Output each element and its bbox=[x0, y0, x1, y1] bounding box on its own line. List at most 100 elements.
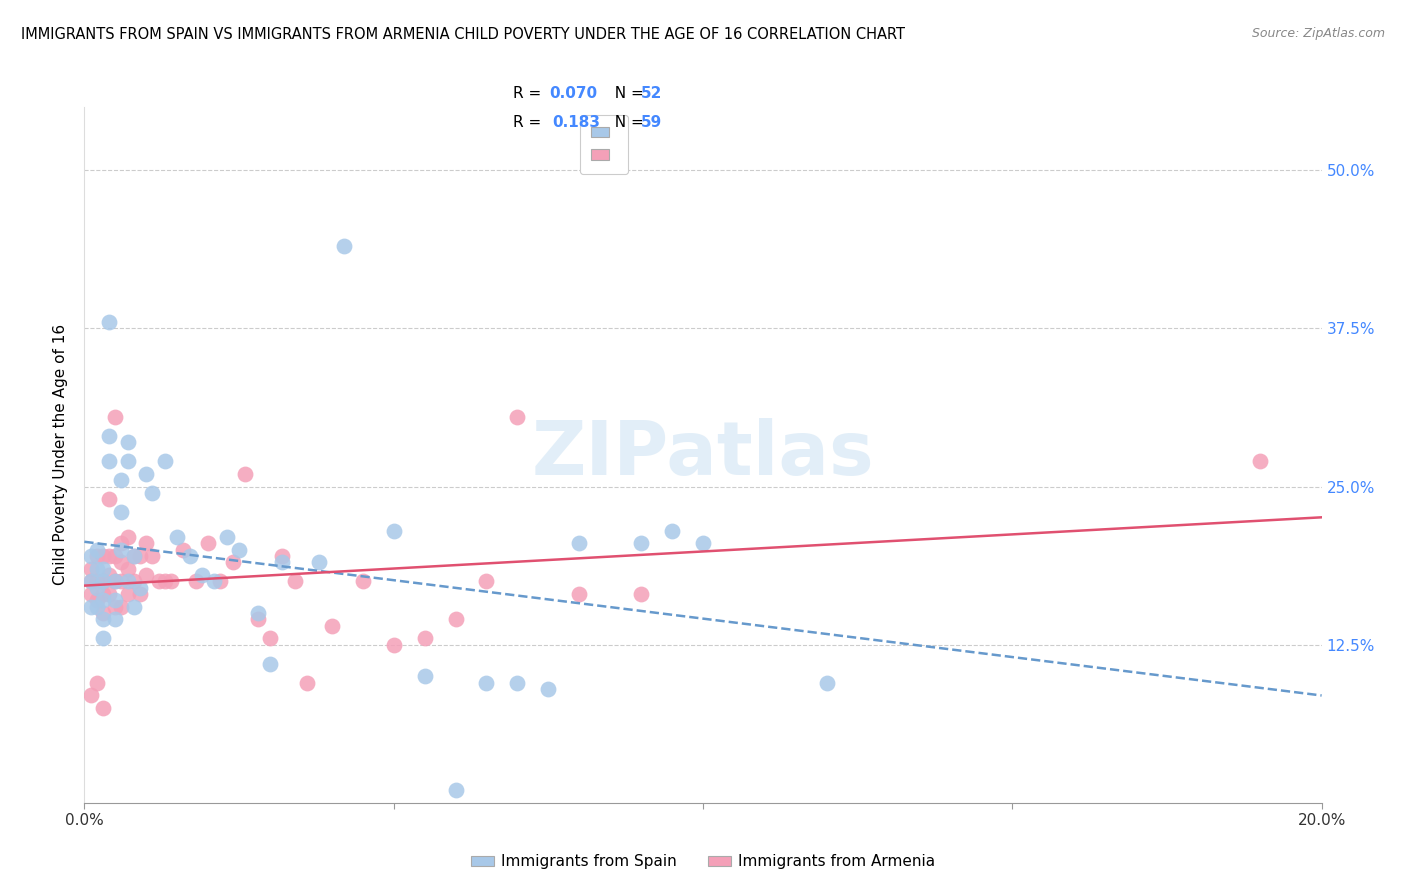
Point bbox=[122, 599, 145, 614]
Point bbox=[110, 574, 132, 589]
Point bbox=[104, 599, 127, 614]
Point bbox=[117, 454, 139, 468]
Point bbox=[568, 587, 591, 601]
Point bbox=[352, 574, 374, 589]
Point bbox=[86, 549, 108, 563]
Point bbox=[630, 587, 652, 601]
Point bbox=[382, 524, 405, 538]
Point bbox=[79, 574, 101, 589]
Text: N =: N = bbox=[605, 115, 648, 129]
Point bbox=[86, 581, 108, 595]
Point bbox=[110, 536, 132, 550]
Point bbox=[104, 549, 127, 563]
Point bbox=[117, 587, 139, 601]
Point bbox=[179, 549, 201, 563]
Point bbox=[382, 638, 405, 652]
Text: Source: ZipAtlas.com: Source: ZipAtlas.com bbox=[1251, 27, 1385, 40]
Point bbox=[413, 669, 436, 683]
Point bbox=[537, 681, 560, 696]
Point bbox=[104, 574, 127, 589]
Point bbox=[91, 593, 114, 607]
Text: ZIPatlas: ZIPatlas bbox=[531, 418, 875, 491]
Text: 52: 52 bbox=[641, 87, 662, 101]
Text: 59: 59 bbox=[641, 115, 662, 129]
Point bbox=[91, 549, 114, 563]
Point bbox=[86, 599, 108, 614]
Point bbox=[79, 587, 101, 601]
Point bbox=[117, 435, 139, 450]
Point bbox=[153, 454, 176, 468]
Point bbox=[135, 568, 157, 582]
Point bbox=[444, 783, 467, 797]
Point bbox=[475, 675, 498, 690]
Point bbox=[117, 530, 139, 544]
Point bbox=[91, 562, 114, 576]
Text: 0.070: 0.070 bbox=[550, 87, 598, 101]
Point bbox=[98, 429, 121, 443]
Point bbox=[79, 688, 101, 702]
Text: N =: N = bbox=[605, 87, 648, 101]
Point bbox=[86, 542, 108, 557]
Point bbox=[98, 315, 121, 329]
Point bbox=[295, 675, 318, 690]
Point bbox=[160, 574, 183, 589]
Point bbox=[661, 524, 683, 538]
Point bbox=[117, 562, 139, 576]
Point bbox=[110, 599, 132, 614]
Text: R =: R = bbox=[513, 115, 551, 129]
Point bbox=[148, 574, 170, 589]
Point bbox=[444, 612, 467, 626]
Point bbox=[209, 574, 232, 589]
Point bbox=[333, 239, 356, 253]
Point bbox=[86, 562, 108, 576]
Point bbox=[506, 675, 529, 690]
Point bbox=[104, 409, 127, 424]
Legend: , : , bbox=[581, 115, 627, 174]
Point bbox=[91, 574, 114, 589]
Point bbox=[129, 581, 152, 595]
Point bbox=[475, 574, 498, 589]
Point bbox=[153, 574, 176, 589]
Point bbox=[79, 549, 101, 563]
Point bbox=[98, 492, 121, 507]
Point bbox=[86, 574, 108, 589]
Point bbox=[79, 599, 101, 614]
Point bbox=[91, 574, 114, 589]
Text: IMMIGRANTS FROM SPAIN VS IMMIGRANTS FROM ARMENIA CHILD POVERTY UNDER THE AGE OF : IMMIGRANTS FROM SPAIN VS IMMIGRANTS FROM… bbox=[21, 27, 905, 42]
Point bbox=[413, 632, 436, 646]
Point bbox=[197, 536, 219, 550]
Point bbox=[233, 467, 256, 481]
Point bbox=[122, 549, 145, 563]
Point bbox=[98, 549, 121, 563]
Point bbox=[630, 536, 652, 550]
Point bbox=[110, 556, 132, 570]
Text: 0.183: 0.183 bbox=[553, 115, 600, 129]
Legend: Immigrants from Spain, Immigrants from Armenia: Immigrants from Spain, Immigrants from A… bbox=[464, 848, 942, 875]
Point bbox=[284, 574, 307, 589]
Point bbox=[104, 593, 127, 607]
Point bbox=[122, 574, 145, 589]
Point bbox=[246, 606, 269, 620]
Point bbox=[91, 632, 114, 646]
Point bbox=[98, 454, 121, 468]
Point bbox=[228, 542, 250, 557]
Point bbox=[91, 587, 114, 601]
Point bbox=[172, 542, 194, 557]
Text: R =: R = bbox=[513, 87, 547, 101]
Point bbox=[222, 556, 245, 570]
Point bbox=[122, 549, 145, 563]
Point bbox=[308, 556, 330, 570]
Point bbox=[129, 587, 152, 601]
Point bbox=[506, 409, 529, 424]
Point bbox=[79, 562, 101, 576]
Point bbox=[98, 587, 121, 601]
Point bbox=[259, 632, 281, 646]
Point bbox=[166, 530, 188, 544]
Point bbox=[246, 612, 269, 626]
Point bbox=[191, 568, 214, 582]
Point bbox=[86, 675, 108, 690]
Point bbox=[321, 618, 343, 632]
Point bbox=[815, 675, 838, 690]
Point bbox=[110, 473, 132, 487]
Point bbox=[86, 593, 108, 607]
